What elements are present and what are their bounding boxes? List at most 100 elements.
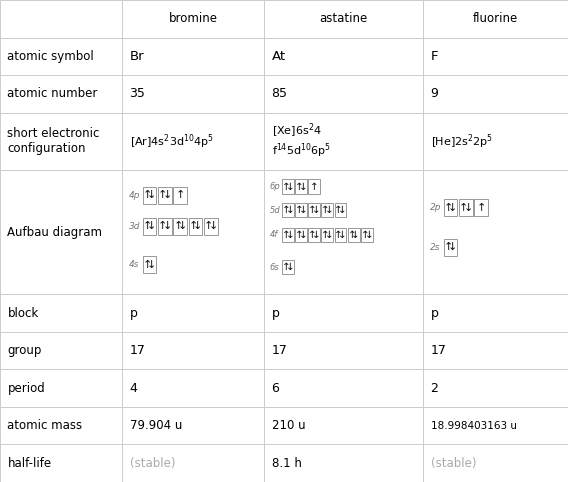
- Text: ↓: ↓: [286, 182, 295, 191]
- Bar: [0, 444, 122, 482]
- Bar: [361, 228, 373, 242]
- Text: (stable): (stable): [130, 457, 175, 470]
- Bar: [423, 112, 568, 171]
- Text: ↑: ↑: [444, 202, 453, 213]
- Bar: [423, 171, 568, 295]
- Text: fluorine: fluorine: [473, 12, 518, 25]
- Bar: [0, 332, 122, 370]
- Bar: [295, 203, 307, 217]
- Text: ↑: ↑: [295, 230, 304, 240]
- Text: ↓: ↓: [299, 205, 308, 215]
- Text: ↑: ↑: [158, 190, 168, 200]
- Text: ↓: ↓: [352, 230, 360, 240]
- Text: ↑: ↑: [282, 262, 291, 272]
- Bar: [0, 112, 122, 171]
- Text: 210 u: 210 u: [272, 419, 305, 432]
- Bar: [122, 38, 264, 75]
- Text: atomic mass: atomic mass: [7, 419, 82, 432]
- Text: ↓: ↓: [286, 205, 295, 215]
- Text: 6s: 6s: [270, 263, 279, 272]
- Text: $\mathregular{[Ar]4s^{2}3d^{10}4p^{5}}$: $\mathregular{[Ar]4s^{2}3d^{10}4p^{5}}$: [130, 132, 214, 151]
- Text: ↑: ↑: [282, 230, 291, 240]
- Bar: [308, 228, 320, 242]
- Text: ↑: ↑: [348, 230, 356, 240]
- Bar: [143, 217, 156, 235]
- Bar: [321, 203, 333, 217]
- Text: ↓: ↓: [448, 242, 458, 253]
- Bar: [423, 370, 568, 407]
- Text: 2p: 2p: [430, 203, 441, 212]
- Text: 18.998403163 u: 18.998403163 u: [431, 421, 516, 431]
- Bar: [158, 187, 172, 204]
- Text: ↓: ↓: [463, 202, 473, 213]
- Bar: [335, 203, 346, 217]
- Bar: [0, 407, 122, 444]
- Text: ↓: ↓: [178, 221, 187, 231]
- Text: 4p: 4p: [129, 191, 140, 200]
- Text: ↑: ↑: [335, 205, 343, 215]
- Text: ↑: ↑: [143, 190, 152, 200]
- Bar: [122, 332, 264, 370]
- Bar: [282, 179, 294, 194]
- Bar: [308, 179, 320, 194]
- Text: Aufbau diagram: Aufbau diagram: [7, 226, 102, 239]
- Bar: [173, 187, 187, 204]
- Text: ↓: ↓: [448, 202, 458, 213]
- Bar: [282, 228, 294, 242]
- Bar: [0, 171, 122, 295]
- Bar: [459, 199, 473, 216]
- Bar: [158, 217, 172, 235]
- Bar: [122, 444, 264, 482]
- Text: ↑: ↑: [310, 182, 319, 191]
- Bar: [335, 228, 346, 242]
- Text: ↑: ↑: [444, 242, 453, 253]
- Bar: [264, 171, 423, 295]
- Text: bromine: bromine: [169, 12, 218, 25]
- Bar: [423, 332, 568, 370]
- Text: ↓: ↓: [147, 190, 157, 200]
- Bar: [423, 407, 568, 444]
- Bar: [122, 112, 264, 171]
- Bar: [264, 38, 423, 75]
- Bar: [423, 75, 568, 112]
- Text: ↓: ↓: [208, 221, 218, 231]
- Bar: [444, 239, 457, 256]
- Bar: [423, 38, 568, 75]
- Text: 5d: 5d: [270, 206, 281, 214]
- Text: 79.904 u: 79.904 u: [130, 419, 182, 432]
- Text: p: p: [130, 307, 137, 320]
- Text: short electronic
configuration: short electronic configuration: [7, 127, 100, 156]
- Text: ↑: ↑: [204, 221, 214, 231]
- Bar: [264, 407, 423, 444]
- Text: ↓: ↓: [325, 230, 334, 240]
- Bar: [282, 203, 294, 217]
- Text: ↓: ↓: [299, 182, 308, 191]
- Text: ↑: ↑: [173, 221, 183, 231]
- Bar: [282, 260, 294, 274]
- Bar: [423, 0, 568, 38]
- Text: 6p: 6p: [270, 182, 281, 191]
- Text: 3d: 3d: [129, 222, 140, 231]
- Text: ↓: ↓: [147, 260, 157, 270]
- Text: ↑: ↑: [335, 230, 343, 240]
- Text: ↑: ↑: [143, 221, 152, 231]
- Text: ↑: ↑: [361, 230, 369, 240]
- Bar: [0, 38, 122, 75]
- Bar: [0, 370, 122, 407]
- Text: $\mathregular{[He]2s^{2}2p^{5}}$: $\mathregular{[He]2s^{2}2p^{5}}$: [431, 132, 493, 151]
- Text: 17: 17: [130, 344, 145, 357]
- Bar: [122, 407, 264, 444]
- Text: 6: 6: [272, 382, 279, 395]
- Text: ↓: ↓: [162, 221, 172, 231]
- Bar: [0, 295, 122, 332]
- Text: group: group: [7, 344, 42, 357]
- Bar: [264, 0, 423, 38]
- Text: F: F: [431, 50, 438, 63]
- Text: ↑: ↑: [282, 205, 291, 215]
- Text: 4f: 4f: [270, 230, 278, 240]
- Text: ↓: ↓: [312, 205, 321, 215]
- Text: At: At: [272, 50, 286, 63]
- Text: atomic symbol: atomic symbol: [7, 50, 94, 63]
- Text: 4s: 4s: [129, 260, 139, 269]
- Bar: [264, 370, 423, 407]
